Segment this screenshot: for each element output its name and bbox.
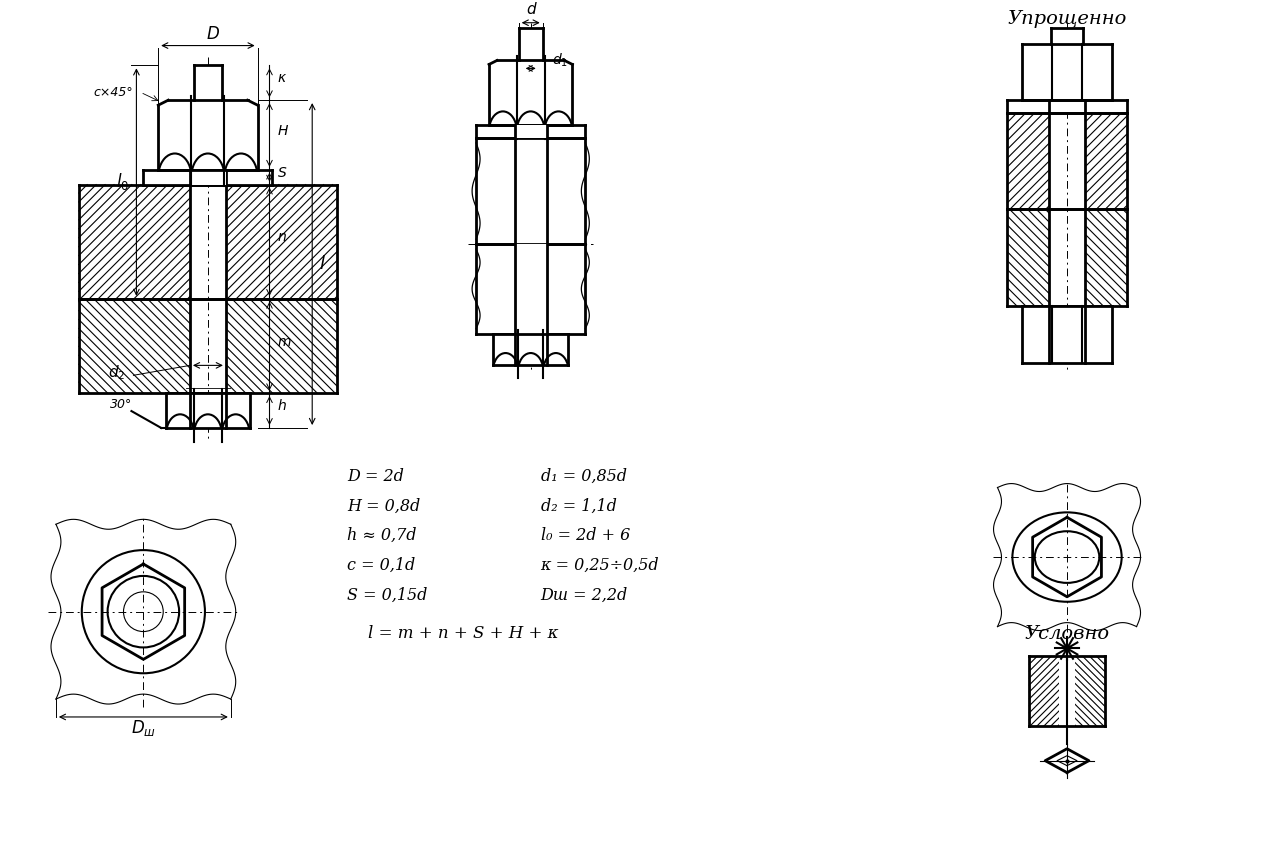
Bar [515, 27, 547, 366]
Text: $l_0$: $l_0$ [115, 171, 129, 192]
Bar [226, 184, 337, 299]
Bar [1022, 305, 1112, 364]
Text: S = 0,15d: S = 0,15d [347, 587, 427, 604]
Text: m: m [278, 335, 290, 348]
Text: d: d [526, 2, 535, 17]
Text: d₁ = 0,85d: d₁ = 0,85d [540, 468, 626, 485]
Bar [1085, 113, 1127, 209]
Text: D = 2d: D = 2d [347, 468, 403, 485]
Text: n: n [278, 230, 287, 245]
Text: $D_ш$: $D_ш$ [131, 718, 156, 738]
Bar [515, 125, 547, 138]
Bar [1049, 209, 1085, 305]
Text: H = 0,8d: H = 0,8d [347, 498, 420, 515]
Text: d₂ = 1,1d: d₂ = 1,1d [540, 498, 616, 515]
Text: κ: κ [278, 71, 285, 85]
Text: c = 0,1d: c = 0,1d [347, 557, 415, 574]
Bar [1030, 656, 1059, 726]
Text: 30°: 30° [110, 398, 133, 411]
Text: Упрощенно: Упрощенно [1007, 9, 1127, 27]
Bar [79, 299, 190, 393]
Text: c×45°: c×45° [94, 86, 133, 99]
Bar [1075, 656, 1104, 726]
Bar [226, 299, 337, 393]
Bar [1085, 209, 1127, 305]
Bar [476, 125, 586, 138]
Bar [194, 65, 222, 100]
Text: Условно: Условно [1025, 625, 1110, 644]
Text: $d_2$: $d_2$ [108, 363, 126, 382]
Bar [190, 170, 226, 184]
Bar [515, 245, 547, 334]
Text: S: S [278, 166, 287, 179]
Bar [1022, 44, 1112, 100]
Text: l₀ = 2d + 6: l₀ = 2d + 6 [540, 527, 630, 544]
Bar [1051, 27, 1083, 44]
Text: H: H [278, 124, 288, 138]
Text: D: D [207, 25, 219, 43]
Bar [190, 184, 226, 393]
Text: $l$: $l$ [318, 255, 326, 273]
Bar [519, 27, 543, 60]
Text: l = m + n + S + H + κ: l = m + n + S + H + κ [368, 625, 558, 642]
Bar [143, 170, 273, 184]
Bar [158, 100, 257, 170]
Bar [493, 334, 568, 366]
Bar [1049, 113, 1085, 209]
Bar [1008, 209, 1049, 305]
Bar [1008, 100, 1127, 113]
Text: h: h [278, 399, 287, 413]
Bar [515, 138, 547, 245]
Bar [1059, 656, 1075, 726]
Text: $d_1$: $d_1$ [553, 51, 568, 69]
Bar [489, 60, 572, 125]
Bar [166, 393, 250, 428]
Text: κ = 0,25÷0,5d: κ = 0,25÷0,5d [540, 557, 659, 574]
Text: h ≈ 0,7d: h ≈ 0,7d [347, 527, 416, 544]
Bar [1008, 113, 1049, 209]
Bar [79, 184, 190, 299]
Text: Dш = 2,2d: Dш = 2,2d [540, 587, 628, 604]
Bar [476, 138, 586, 245]
Bar [476, 245, 586, 334]
